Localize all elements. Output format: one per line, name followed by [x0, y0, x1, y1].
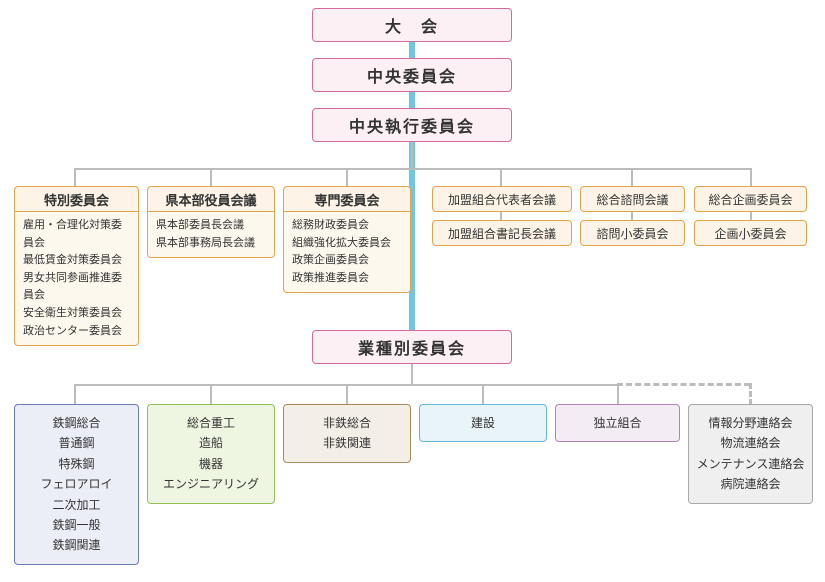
industry-construction: 建設 — [419, 404, 547, 442]
idrop-6 — [749, 383, 752, 405]
drop-4b — [500, 212, 502, 220]
idrop-4 — [482, 384, 484, 404]
idrop-1 — [74, 384, 76, 404]
box-sogo-kikaku: 総合企画委員会 — [694, 186, 807, 212]
sub-senmon: 総務財政委員会組織強化拡大委員会政策企画委員会政策推進委員会 — [283, 212, 411, 293]
drop-5 — [631, 168, 633, 186]
drop-3 — [346, 168, 348, 186]
industry-independent: 独立組合 — [555, 404, 680, 442]
sub-tokubetsu: 雇用・合理化対策委員会最低賃金対策委員会男女共同参画推進委員会安全衛生対策委員会… — [14, 212, 139, 346]
drop-center — [411, 142, 413, 169]
node-chuo-iinkai: 中央委員会 — [312, 58, 512, 92]
box-tokubetsu: 特別委員会 — [14, 186, 139, 212]
drop-5b — [631, 212, 633, 220]
box-senmon: 専門委員会 — [283, 186, 411, 212]
node-chuo-shikkou: 中央執行委員会 — [312, 108, 512, 142]
box-kenhonbu: 県本部役員会議 — [147, 186, 275, 212]
node-gyoshu: 業種別委員会 — [312, 330, 512, 364]
node-taikai: 大 会 — [312, 8, 512, 42]
industry-steel: 鉄鋼総合普通鋼特殊鋼フェロアロイ二次加工鉄鋼一般鉄鋼関連 — [14, 404, 139, 565]
sub-kenhonbu: 県本部委員長会議県本部事務局長会議 — [147, 212, 275, 258]
drop-6 — [750, 168, 752, 186]
box-shimon-sho: 諮問小委員会 — [580, 220, 685, 246]
idrop-5 — [617, 384, 619, 404]
industry-nonferrous: 非鉄総合非鉄関連 — [283, 404, 411, 463]
drop-1 — [74, 168, 76, 186]
drop-6b — [750, 212, 752, 220]
connector-h2-dash — [617, 383, 750, 386]
drop-2 — [210, 168, 212, 186]
industry-liaison: 情報分野連絡会物流連絡会メンテナンス連絡会病院連絡会 — [688, 404, 813, 504]
box-kamei-shoki: 加盟組合書記長会議 — [432, 220, 572, 246]
box-kikaku-sho: 企画小委員会 — [694, 220, 807, 246]
industry-heavy: 総合重工造船機器エンジニアリング — [147, 404, 275, 504]
box-sogo-shimon: 総合諮問会議 — [580, 186, 685, 212]
drop-4 — [500, 168, 502, 186]
idrop-2 — [210, 384, 212, 404]
spine-below-gyoshu — [411, 364, 413, 384]
box-kamei-daihyo: 加盟組合代表者会議 — [432, 186, 572, 212]
idrop-3 — [346, 384, 348, 404]
